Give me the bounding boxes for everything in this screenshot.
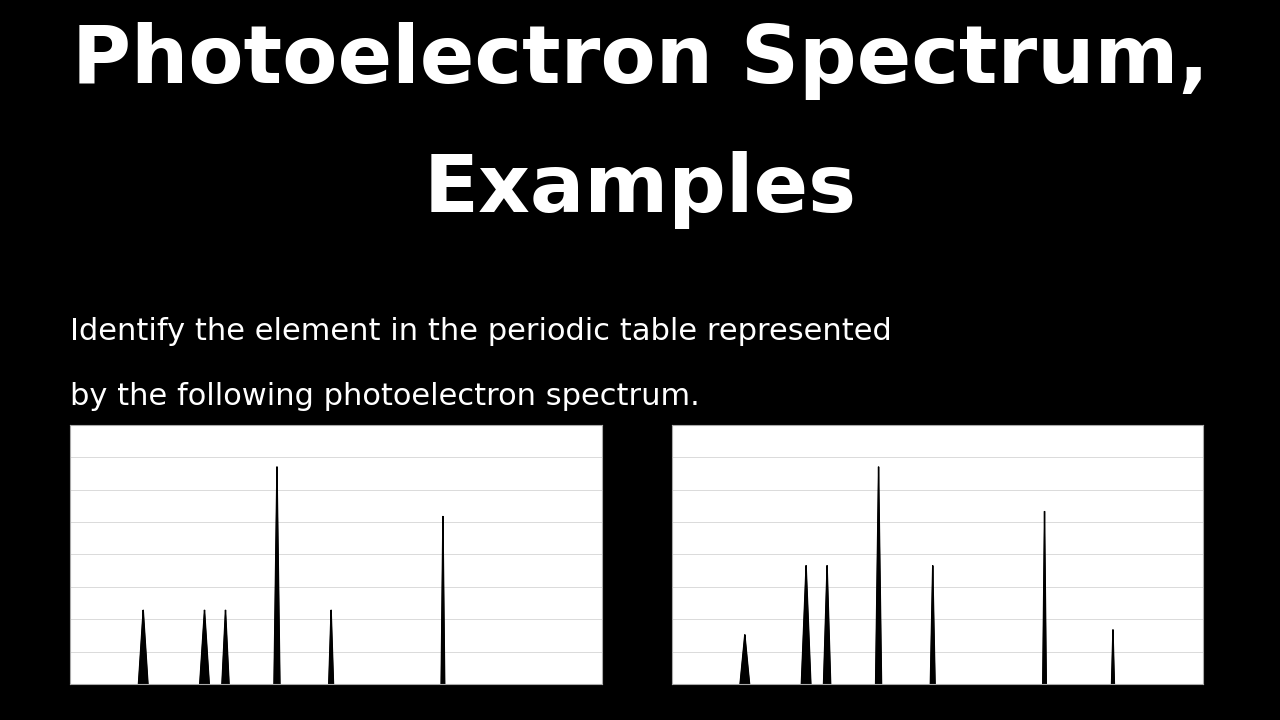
Polygon shape bbox=[1111, 630, 1115, 684]
Y-axis label: Relative num electrons: Relative num electrons bbox=[15, 490, 26, 618]
Polygon shape bbox=[274, 467, 280, 684]
Text: Identify the element in the periodic table represented: Identify the element in the periodic tab… bbox=[70, 317, 892, 346]
Y-axis label: Relative num electrons: Relative num electrons bbox=[617, 490, 627, 618]
Polygon shape bbox=[329, 610, 334, 684]
X-axis label: Binding Energy (MJ/mol): Binding Energy (MJ/mol) bbox=[261, 709, 411, 720]
Polygon shape bbox=[931, 565, 936, 684]
Polygon shape bbox=[442, 516, 444, 684]
Polygon shape bbox=[823, 565, 831, 684]
Polygon shape bbox=[876, 467, 882, 684]
Polygon shape bbox=[1043, 511, 1046, 684]
X-axis label: Binding Energy (MJ/mol): Binding Energy (MJ/mol) bbox=[863, 709, 1012, 720]
Polygon shape bbox=[200, 610, 209, 684]
Polygon shape bbox=[221, 610, 229, 684]
Text: Photoelectron Spectrum,: Photoelectron Spectrum, bbox=[72, 22, 1208, 99]
Polygon shape bbox=[138, 610, 148, 684]
Text: Examples: Examples bbox=[424, 151, 856, 229]
Text: by the following photoelectron spectrum.: by the following photoelectron spectrum. bbox=[70, 382, 700, 410]
Polygon shape bbox=[740, 634, 750, 684]
Polygon shape bbox=[801, 565, 810, 684]
